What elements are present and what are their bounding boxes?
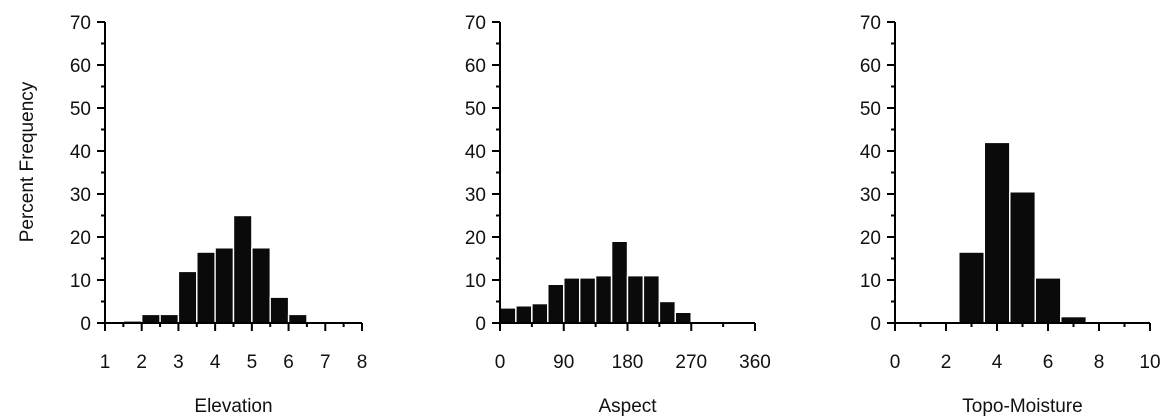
bar bbox=[251, 247, 271, 324]
x-tick-label: 6 bbox=[1043, 352, 1054, 373]
y-tick-label: 20 bbox=[70, 228, 91, 249]
x-tick-label: 0 bbox=[495, 352, 506, 373]
y-tick-label: 40 bbox=[860, 142, 881, 163]
histogram-panel-2: 0 10 20 30 40 50 60 70 0 90 180 270 360 Aspect bbox=[465, 13, 771, 417]
y-tick-label: 10 bbox=[70, 271, 91, 292]
x-tick-label: 7 bbox=[320, 352, 331, 373]
y-tick-label: 40 bbox=[465, 142, 486, 163]
x-tick-label: 1 bbox=[100, 352, 111, 373]
x-tick-label: 0 bbox=[890, 352, 901, 373]
x-axis-title: Elevation bbox=[194, 396, 272, 417]
bar bbox=[232, 214, 253, 324]
x-axis-title: Aspect bbox=[598, 396, 657, 417]
bar bbox=[140, 313, 161, 324]
y-axis-label: Percent Frequency bbox=[17, 81, 38, 242]
bar bbox=[958, 251, 985, 324]
bar bbox=[674, 311, 692, 324]
bar bbox=[594, 275, 613, 324]
bar bbox=[626, 275, 645, 324]
x-tick-label: 180 bbox=[612, 352, 644, 373]
bar bbox=[610, 240, 629, 324]
y-tick-label: 30 bbox=[465, 185, 486, 206]
histogram-panel-1: 0 10 20 30 40 50 60 70 1 2 3 4 5 6 7 8 Elevation bbox=[70, 13, 367, 417]
y-tick-label: 0 bbox=[870, 314, 881, 335]
y-tick-label: 30 bbox=[70, 185, 91, 206]
bar bbox=[196, 251, 216, 324]
y-tick-label: 10 bbox=[465, 271, 486, 292]
y-tick-label: 20 bbox=[465, 228, 486, 249]
y-tick-label: 70 bbox=[70, 13, 91, 34]
bar bbox=[287, 313, 308, 324]
x-axis-title: Topo-Moisture bbox=[962, 396, 1082, 417]
bar bbox=[547, 283, 565, 324]
bar bbox=[515, 305, 533, 324]
bar bbox=[159, 313, 180, 324]
y-tick-label: 0 bbox=[475, 314, 486, 335]
bar bbox=[499, 307, 517, 324]
y-tick-label: 50 bbox=[860, 99, 881, 120]
x-tick-label: 360 bbox=[739, 352, 771, 373]
y-tick-label: 10 bbox=[860, 271, 881, 292]
bar bbox=[177, 270, 198, 324]
bar bbox=[642, 275, 661, 324]
bar bbox=[658, 300, 677, 324]
bar bbox=[563, 277, 581, 324]
x-tick-label: 4 bbox=[992, 352, 1003, 373]
bar bbox=[269, 296, 290, 324]
y-tick-label: 30 bbox=[860, 185, 881, 206]
y-tick-label: 0 bbox=[80, 314, 91, 335]
x-tick-label: 5 bbox=[247, 352, 258, 373]
y-tick-label: 50 bbox=[70, 99, 91, 120]
bar bbox=[983, 141, 1011, 324]
bar bbox=[531, 302, 549, 324]
y-tick-label: 70 bbox=[465, 13, 486, 34]
x-tick-label: 3 bbox=[173, 352, 184, 373]
x-tick-label: 8 bbox=[357, 352, 368, 373]
x-tick-label: 8 bbox=[1094, 352, 1105, 373]
y-tick-label: 50 bbox=[465, 99, 486, 120]
y-tick-label: 60 bbox=[70, 56, 91, 77]
x-tick-label: 2 bbox=[136, 352, 147, 373]
x-tick-label: 270 bbox=[675, 352, 707, 373]
x-tick-label: 6 bbox=[283, 352, 294, 373]
y-tick-label: 70 bbox=[860, 13, 881, 34]
bar bbox=[1034, 277, 1062, 324]
x-tick-label: 2 bbox=[941, 352, 952, 373]
x-tick-label: 90 bbox=[553, 352, 574, 373]
x-tick-label: 4 bbox=[210, 352, 221, 373]
bar bbox=[214, 247, 235, 324]
bar bbox=[579, 277, 597, 324]
x-tick-label: 10 bbox=[1139, 352, 1160, 373]
y-tick-label: 40 bbox=[70, 142, 91, 163]
y-tick-label: 20 bbox=[860, 228, 881, 249]
y-tick-label: 60 bbox=[465, 56, 486, 77]
bar bbox=[1009, 191, 1036, 324]
y-tick-label: 60 bbox=[860, 56, 881, 77]
histogram-panel-3: 0 10 20 30 40 50 60 70 0 2 4 6 8 10 Topo-Moisture bbox=[860, 13, 1161, 417]
